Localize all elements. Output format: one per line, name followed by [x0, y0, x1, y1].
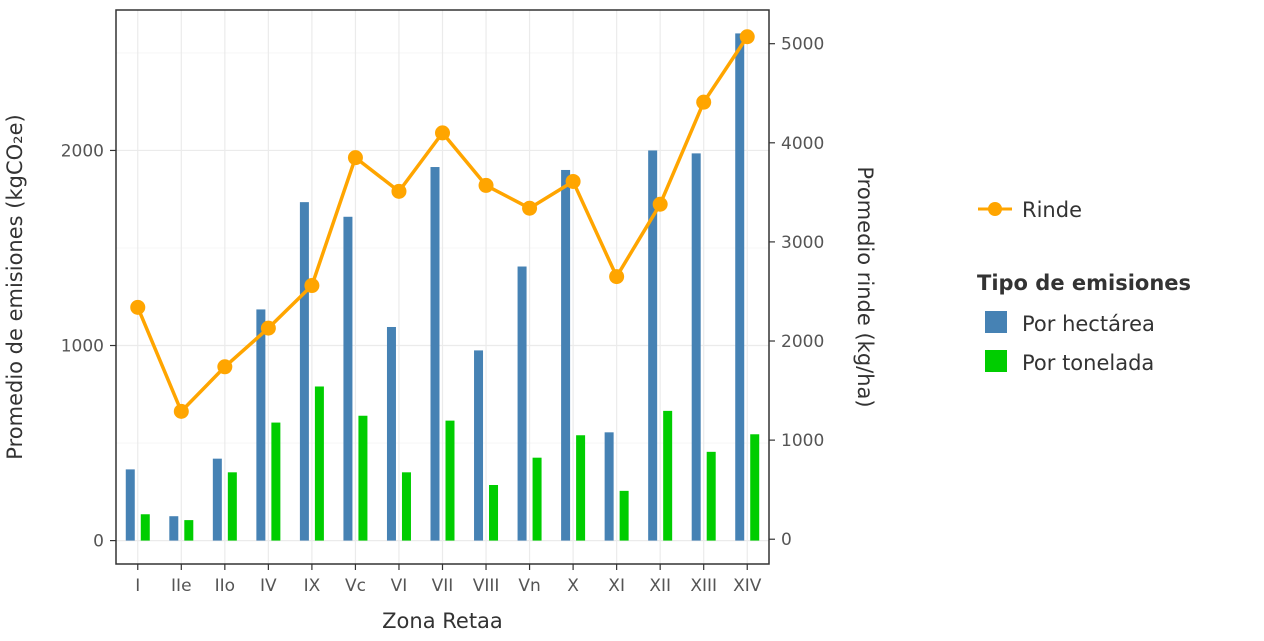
y-right-tick-label: 0 — [781, 530, 792, 550]
bar-por-tonelada — [401, 472, 411, 541]
legend-entry-por-tonelada: Por tonelada — [985, 350, 1154, 375]
legend: Rinde Tipo de emisiones Por hectárea Por… — [977, 198, 1191, 375]
bar-por-hectarea — [561, 169, 571, 541]
x-tick-label: IV — [260, 576, 277, 596]
rinde-line-group — [130, 29, 755, 419]
x-tick-label: XI — [608, 576, 625, 596]
x-tick-label: Vc — [345, 576, 366, 596]
bar-por-hectarea — [735, 33, 745, 541]
bar-por-hectarea — [343, 216, 353, 541]
rinde-point — [609, 269, 625, 285]
y-axis-right-title: Promedio rinde (kg/ha) — [853, 166, 877, 407]
x-tick-label: I — [135, 576, 140, 596]
x-axis-title: Zona Retaa — [382, 609, 503, 633]
bar-por-hectarea — [648, 150, 658, 541]
x-axis: I IIe IIo IV IX Vc VI VII VIII Vn X XI XII XIII XIV — [135, 564, 762, 596]
bar-por-tonelada — [576, 435, 586, 541]
rinde-point — [347, 150, 363, 166]
bar-por-tonelada — [314, 386, 324, 541]
legend-por-tonelada-label: Por tonelada — [1022, 351, 1154, 375]
y-right-tick-label: 3000 — [781, 233, 824, 253]
legend-por-hectarea-label: Por hectárea — [1022, 312, 1155, 336]
x-tick-label: X — [567, 576, 579, 596]
rinde-point — [652, 196, 668, 212]
bar-por-tonelada — [358, 415, 368, 541]
x-tick-label: IIe — [171, 576, 192, 596]
y-left-tick-label: 1000 — [61, 337, 104, 357]
bar-por-tonelada — [619, 490, 629, 541]
bar-por-hectarea — [517, 266, 527, 541]
y-left-tick-label: 2000 — [61, 141, 104, 161]
x-tick-label: VIII — [473, 576, 500, 596]
x-tick-label: VII — [432, 576, 454, 596]
bar-por-hectarea — [386, 326, 396, 541]
x-tick-label: Vn — [518, 576, 540, 596]
grid-lines — [116, 10, 769, 564]
bar-por-tonelada — [227, 472, 237, 541]
rinde-point — [478, 177, 494, 193]
y-right-tick-label: 1000 — [781, 431, 824, 451]
bar-por-tonelada — [532, 457, 542, 541]
y-axis-right: 0 1000 2000 3000 4000 5000 — [769, 35, 824, 550]
bar-por-tonelada — [663, 410, 673, 541]
x-tick-label: XIII — [690, 576, 717, 596]
x-tick-label: IIo — [215, 576, 235, 596]
bar-por-tonelada — [750, 434, 760, 541]
legend-por-tonelada-swatch — [985, 350, 1007, 372]
y-axis-left: 0 1000 2000 — [61, 141, 116, 552]
bar-por-hectarea — [604, 432, 614, 541]
bar-por-tonelada — [706, 451, 716, 541]
legend-por-hectarea-swatch — [985, 311, 1007, 333]
y-left-tick-label: 0 — [93, 532, 104, 552]
bar-por-tonelada — [140, 514, 150, 541]
rinde-point — [173, 403, 189, 419]
bar-por-hectarea — [125, 469, 135, 541]
rinde-point — [304, 278, 320, 294]
bar-por-hectarea — [474, 350, 484, 541]
legend-title: Tipo de emisiones — [977, 271, 1191, 295]
x-tick-label: IX — [304, 576, 321, 596]
rinde-point — [130, 299, 146, 315]
rinde-point — [435, 125, 450, 141]
bar-por-hectarea — [256, 309, 266, 541]
rinde-point — [522, 200, 538, 216]
bar-por-hectarea — [691, 153, 701, 541]
legend-entry-por-hectarea: Por hectárea — [985, 311, 1155, 336]
rinde-point — [739, 29, 755, 45]
bar-por-tonelada — [489, 484, 499, 541]
legend-entry-rinde: Rinde — [978, 198, 1082, 222]
x-tick-label: XII — [649, 576, 671, 596]
bars-group — [125, 33, 760, 541]
rinde-point — [217, 359, 233, 375]
x-tick-label: VI — [391, 576, 408, 596]
rinde-point — [260, 320, 276, 336]
bar-por-hectarea — [299, 202, 309, 541]
x-tick-label: XIV — [733, 576, 762, 596]
legend-rinde-label: Rinde — [1022, 198, 1082, 222]
bar-por-hectarea — [212, 458, 222, 541]
rinde-point — [565, 173, 581, 189]
bar-por-tonelada — [445, 420, 455, 541]
legend-rinde-dot-key — [988, 202, 1002, 216]
bar-por-hectarea — [169, 516, 179, 541]
bar-por-tonelada — [271, 422, 281, 541]
rinde-point — [696, 94, 712, 110]
bar-por-hectarea — [430, 167, 440, 541]
y-right-tick-label: 2000 — [781, 332, 824, 352]
rinde-point — [391, 183, 407, 199]
y-right-tick-label: 4000 — [781, 134, 824, 154]
y-right-tick-label: 5000 — [781, 35, 824, 55]
y-axis-left-title: Promedio de emisiones (kgCO₂e) — [3, 114, 27, 459]
bar-por-tonelada — [184, 520, 194, 541]
